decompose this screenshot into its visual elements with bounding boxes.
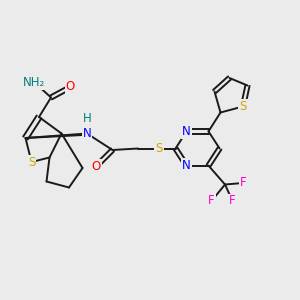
Text: O: O bbox=[66, 80, 75, 94]
Text: N: N bbox=[82, 127, 91, 140]
Text: S: S bbox=[155, 142, 163, 155]
Text: F: F bbox=[208, 194, 215, 208]
Text: O: O bbox=[92, 160, 100, 173]
Text: N: N bbox=[182, 125, 191, 138]
Text: S: S bbox=[239, 100, 247, 113]
Text: H: H bbox=[82, 112, 91, 125]
Text: N: N bbox=[182, 159, 191, 172]
Text: S: S bbox=[28, 155, 35, 169]
Text: F: F bbox=[240, 176, 246, 190]
Text: F: F bbox=[229, 194, 236, 208]
Text: NH₂: NH₂ bbox=[23, 76, 46, 89]
